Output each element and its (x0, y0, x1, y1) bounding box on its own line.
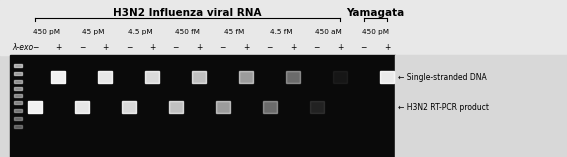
Text: +: + (384, 43, 390, 52)
Bar (14, 87, 22, 89)
Text: ← Single-stranded DNA: ← Single-stranded DNA (398, 73, 486, 81)
Bar (52, 71, 65, 83)
Text: +: + (149, 43, 155, 52)
Bar (395, 55, 567, 157)
Bar (215, 101, 230, 113)
Bar (14, 79, 22, 82)
Bar (14, 125, 22, 127)
Text: ← H3N2 RT-PCR product: ← H3N2 RT-PCR product (398, 103, 489, 111)
Text: +: + (196, 43, 202, 52)
Bar (14, 94, 22, 97)
Bar (286, 71, 300, 83)
Bar (380, 71, 394, 83)
Bar (145, 71, 159, 83)
Bar (192, 71, 206, 83)
Bar (14, 108, 22, 111)
Bar (99, 71, 112, 83)
Text: −: − (32, 43, 38, 52)
Text: −: − (314, 43, 320, 52)
Bar (14, 71, 22, 75)
Text: 450 pM: 450 pM (362, 29, 389, 35)
Text: 4.5 fM: 4.5 fM (270, 29, 293, 35)
Text: −: − (361, 43, 367, 52)
Bar (122, 101, 136, 113)
Text: 4.5 pM: 4.5 pM (128, 29, 153, 35)
Bar (10, 55, 395, 157)
Text: −: − (266, 43, 273, 52)
Text: +: + (243, 43, 249, 52)
Bar (75, 101, 89, 113)
Text: Yamagata: Yamagata (346, 8, 404, 18)
Bar (14, 63, 22, 67)
Bar (239, 71, 253, 83)
Text: 450 pM: 450 pM (33, 29, 60, 35)
Bar (14, 116, 22, 119)
Text: +: + (290, 43, 297, 52)
Bar (169, 101, 183, 113)
Text: −: − (126, 43, 132, 52)
Text: −: − (219, 43, 226, 52)
Text: 450 fM: 450 fM (175, 29, 200, 35)
Bar (263, 101, 277, 113)
Text: H3N2 Influenza viral RNA: H3N2 Influenza viral RNA (113, 8, 262, 18)
Text: +: + (102, 43, 109, 52)
Text: 45 fM: 45 fM (225, 29, 244, 35)
Text: +: + (337, 43, 343, 52)
Text: λ-exo: λ-exo (12, 43, 33, 52)
Text: 45 pM: 45 pM (82, 29, 105, 35)
Bar (28, 101, 42, 113)
Bar (333, 71, 347, 83)
Bar (310, 101, 324, 113)
Text: −: − (172, 43, 179, 52)
Bar (14, 100, 22, 103)
Text: −: − (79, 43, 85, 52)
Text: +: + (55, 43, 62, 52)
Text: 450 aM: 450 aM (315, 29, 342, 35)
Bar (0, 0, 567, 55)
